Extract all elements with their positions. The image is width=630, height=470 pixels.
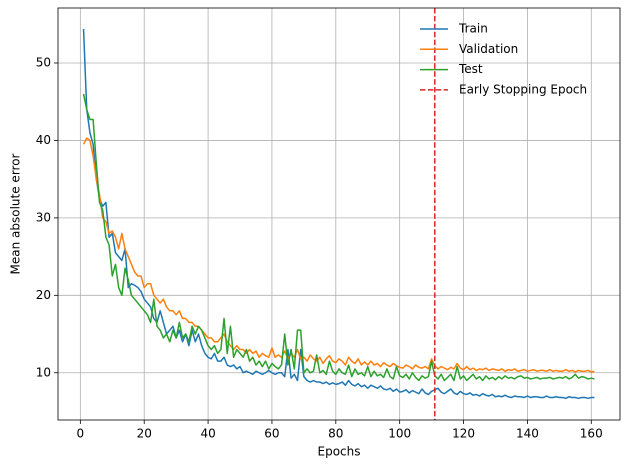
- legend-label: Train: [458, 22, 488, 36]
- data-line: [82, 93, 595, 382]
- legend-label: Early Stopping Epoch: [459, 82, 587, 96]
- x-tick-label: 20: [137, 427, 152, 441]
- x-tick-label: 120: [452, 427, 475, 441]
- x-tick-label: 60: [264, 427, 279, 441]
- y-tick-label: 20: [36, 288, 51, 302]
- data-line: [82, 28, 595, 400]
- legend-label: Validation: [459, 42, 518, 56]
- x-tick-label: 100: [388, 427, 411, 441]
- x-tick-label: 140: [516, 427, 539, 441]
- x-tick-label: 0: [77, 427, 85, 441]
- y-tick-label: 30: [36, 210, 51, 224]
- x-tick-label: 40: [200, 427, 215, 441]
- y-tick-label: 10: [36, 365, 51, 379]
- x-tick-label: 80: [328, 427, 343, 441]
- y-tick-label: 50: [36, 55, 51, 69]
- plot-frame: [57, 7, 621, 421]
- x-tick-label: 160: [580, 427, 603, 441]
- data-line: [82, 137, 595, 373]
- x-axis-label: Epochs: [318, 445, 361, 459]
- y-tick-label: 40: [36, 133, 51, 147]
- legend-label: Test: [458, 62, 483, 76]
- y-axis-label: Mean absolute error: [9, 153, 23, 274]
